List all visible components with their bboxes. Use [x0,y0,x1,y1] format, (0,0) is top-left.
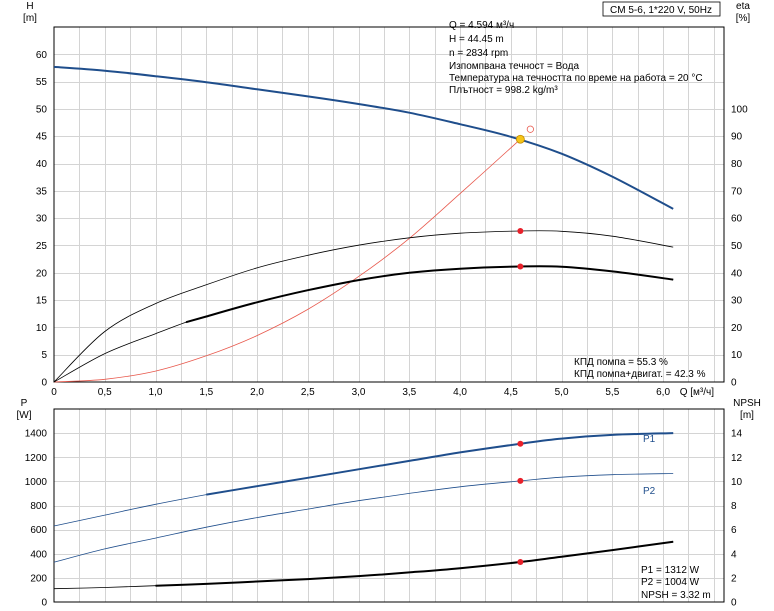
duty-point-marker [515,134,525,144]
top-right-tick-label: 30 [731,296,743,307]
top-left-tick-label: 25 [36,241,48,252]
top-left-tick-label: 0 [41,378,47,389]
x-tick-label: 2,0 [250,387,264,398]
operating-point-marker [517,558,524,565]
p1-readout: P1 = 1312 W [641,565,700,576]
series-label-p2: P2 [643,486,656,497]
x-tick-label: 4,0 [453,387,467,398]
top-left-tick-label: 5 [41,350,47,361]
info-line: Изпомпвана течност = Вода [449,61,579,72]
operating-point-marker [517,263,524,270]
chart-title: CM 5-6, 1*220 V, 50Hz [610,5,712,16]
info-line: H = 44.45 m [449,34,504,45]
operating-point-marker [517,227,524,234]
top-right-tick-label: 70 [731,186,743,197]
info-line: Плътност = 998.2 kg/m³ [449,85,558,96]
pump-efficiency-curve [53,230,674,383]
npsh-operating-range [155,540,674,587]
requested-point-marker [526,125,534,133]
top-right-tick-label: 20 [731,323,743,334]
x-tick-label: 6,0 [656,387,670,398]
x-tick-label: 1,0 [149,387,163,398]
bottom-left-tick-label: 800 [30,501,47,512]
x-tick-label: 2,5 [301,387,315,398]
bottom-right-tick-label: 4 [731,549,737,560]
info-line: Q = 4.594 м³/ч [449,20,514,31]
bottom-left-tick-label: 1200 [25,453,48,464]
top-left-tick-label: 45 [36,132,48,143]
top-left-tick-label: 40 [36,159,48,170]
x-tick-label: 3,0 [352,387,366,398]
pump-efficiency-label: КПД помпа = 55.3 % [574,357,668,368]
top-right-tick-label: 60 [731,214,743,225]
p2-curve [53,473,674,563]
bottom-right-tick-label: 12 [731,453,743,464]
total-efficiency-label: КПД помпа+двигат. = 42.3 % [574,369,706,380]
bottom-left-tick-label: 600 [30,525,47,536]
top-plot-frame [53,26,725,383]
bottom-plot-frame [53,408,725,603]
top-right-axis-unit: [%] [736,13,751,24]
bottom-left-axis-label: P [21,398,28,409]
top-left-tick-label: 15 [36,296,48,307]
bottom-right-tick-label: 10 [731,477,743,488]
x-tick-label: 1,5 [199,387,213,398]
bottom-left-axis-unit: [W] [17,410,32,421]
top-left-tick-label: 55 [36,77,48,88]
x-tick-label: 5,5 [605,387,619,398]
system-curve [53,138,521,383]
bottom-right-axis-unit: [m] [740,410,754,421]
top-right-tick-label: 80 [731,159,743,170]
total-efficiency-operating-range [185,265,674,324]
top-left-tick-label: 35 [36,186,48,197]
x-tick-label: 4,5 [504,387,518,398]
series-label-p1: P1 [643,434,656,445]
bottom-right-tick-label: 6 [731,525,737,536]
bottom-right-axis-label: NPSH [733,398,761,409]
x-tick-label: 0 [51,387,57,398]
title-box [602,1,721,17]
top-right-tick-label: 100 [731,104,748,115]
x-tick-label: 0,5 [98,387,112,398]
x-tick-label: 5,0 [555,387,569,398]
top-left-tick-label: 20 [36,268,48,279]
x-tick-label: 3,5 [402,387,416,398]
top-left-tick-label: 10 [36,323,48,334]
p1-curve [53,432,674,527]
bottom-left-tick-label: 1000 [25,477,48,488]
bottom-right-tick-label: 0 [731,598,737,609]
top-right-tick-label: 50 [731,241,743,252]
top-right-tick-label: 10 [731,350,743,361]
bottom-left-tick-label: 1400 [25,429,48,440]
top-left-axis-label: H [26,1,33,12]
bottom-left-tick-label: 200 [30,573,47,584]
top-right-axis-label: eta [736,1,750,12]
top-right-tick-label: 0 [731,378,737,389]
operating-point-marker [517,477,524,484]
top-right-tick-label: 40 [731,268,743,279]
head-curve [53,65,674,210]
npsh-curve [53,541,674,590]
p1-operating-range [206,432,674,496]
top-left-tick-label: 60 [36,50,48,61]
bottom-right-tick-label: 8 [731,501,737,512]
top-right-tick-label: 90 [731,132,743,143]
operating-info: Q = 4.594 м³/ч H = 44.45 m n = 2834 rpm … [449,20,703,96]
npsh-readout: NPSH = 3.32 m [641,590,711,601]
bottom-right-tick-label: 2 [731,573,737,584]
info-line: n = 2834 rpm [449,48,508,59]
bottom-left-tick-label: 0 [41,598,47,609]
top-left-tick-label: 50 [36,104,48,115]
bottom-right-tick-label: 14 [731,429,743,440]
top-left-axis-unit: [m] [23,13,37,24]
x-axis-label: Q [м³/ч] [680,387,715,398]
p2-readout: P2 = 1004 W [641,577,700,588]
operating-point-marker [517,440,524,447]
info-line: Температура на течността по време на раб… [449,72,703,84]
top-left-tick-label: 30 [36,214,48,225]
bottom-left-tick-label: 400 [30,549,47,560]
